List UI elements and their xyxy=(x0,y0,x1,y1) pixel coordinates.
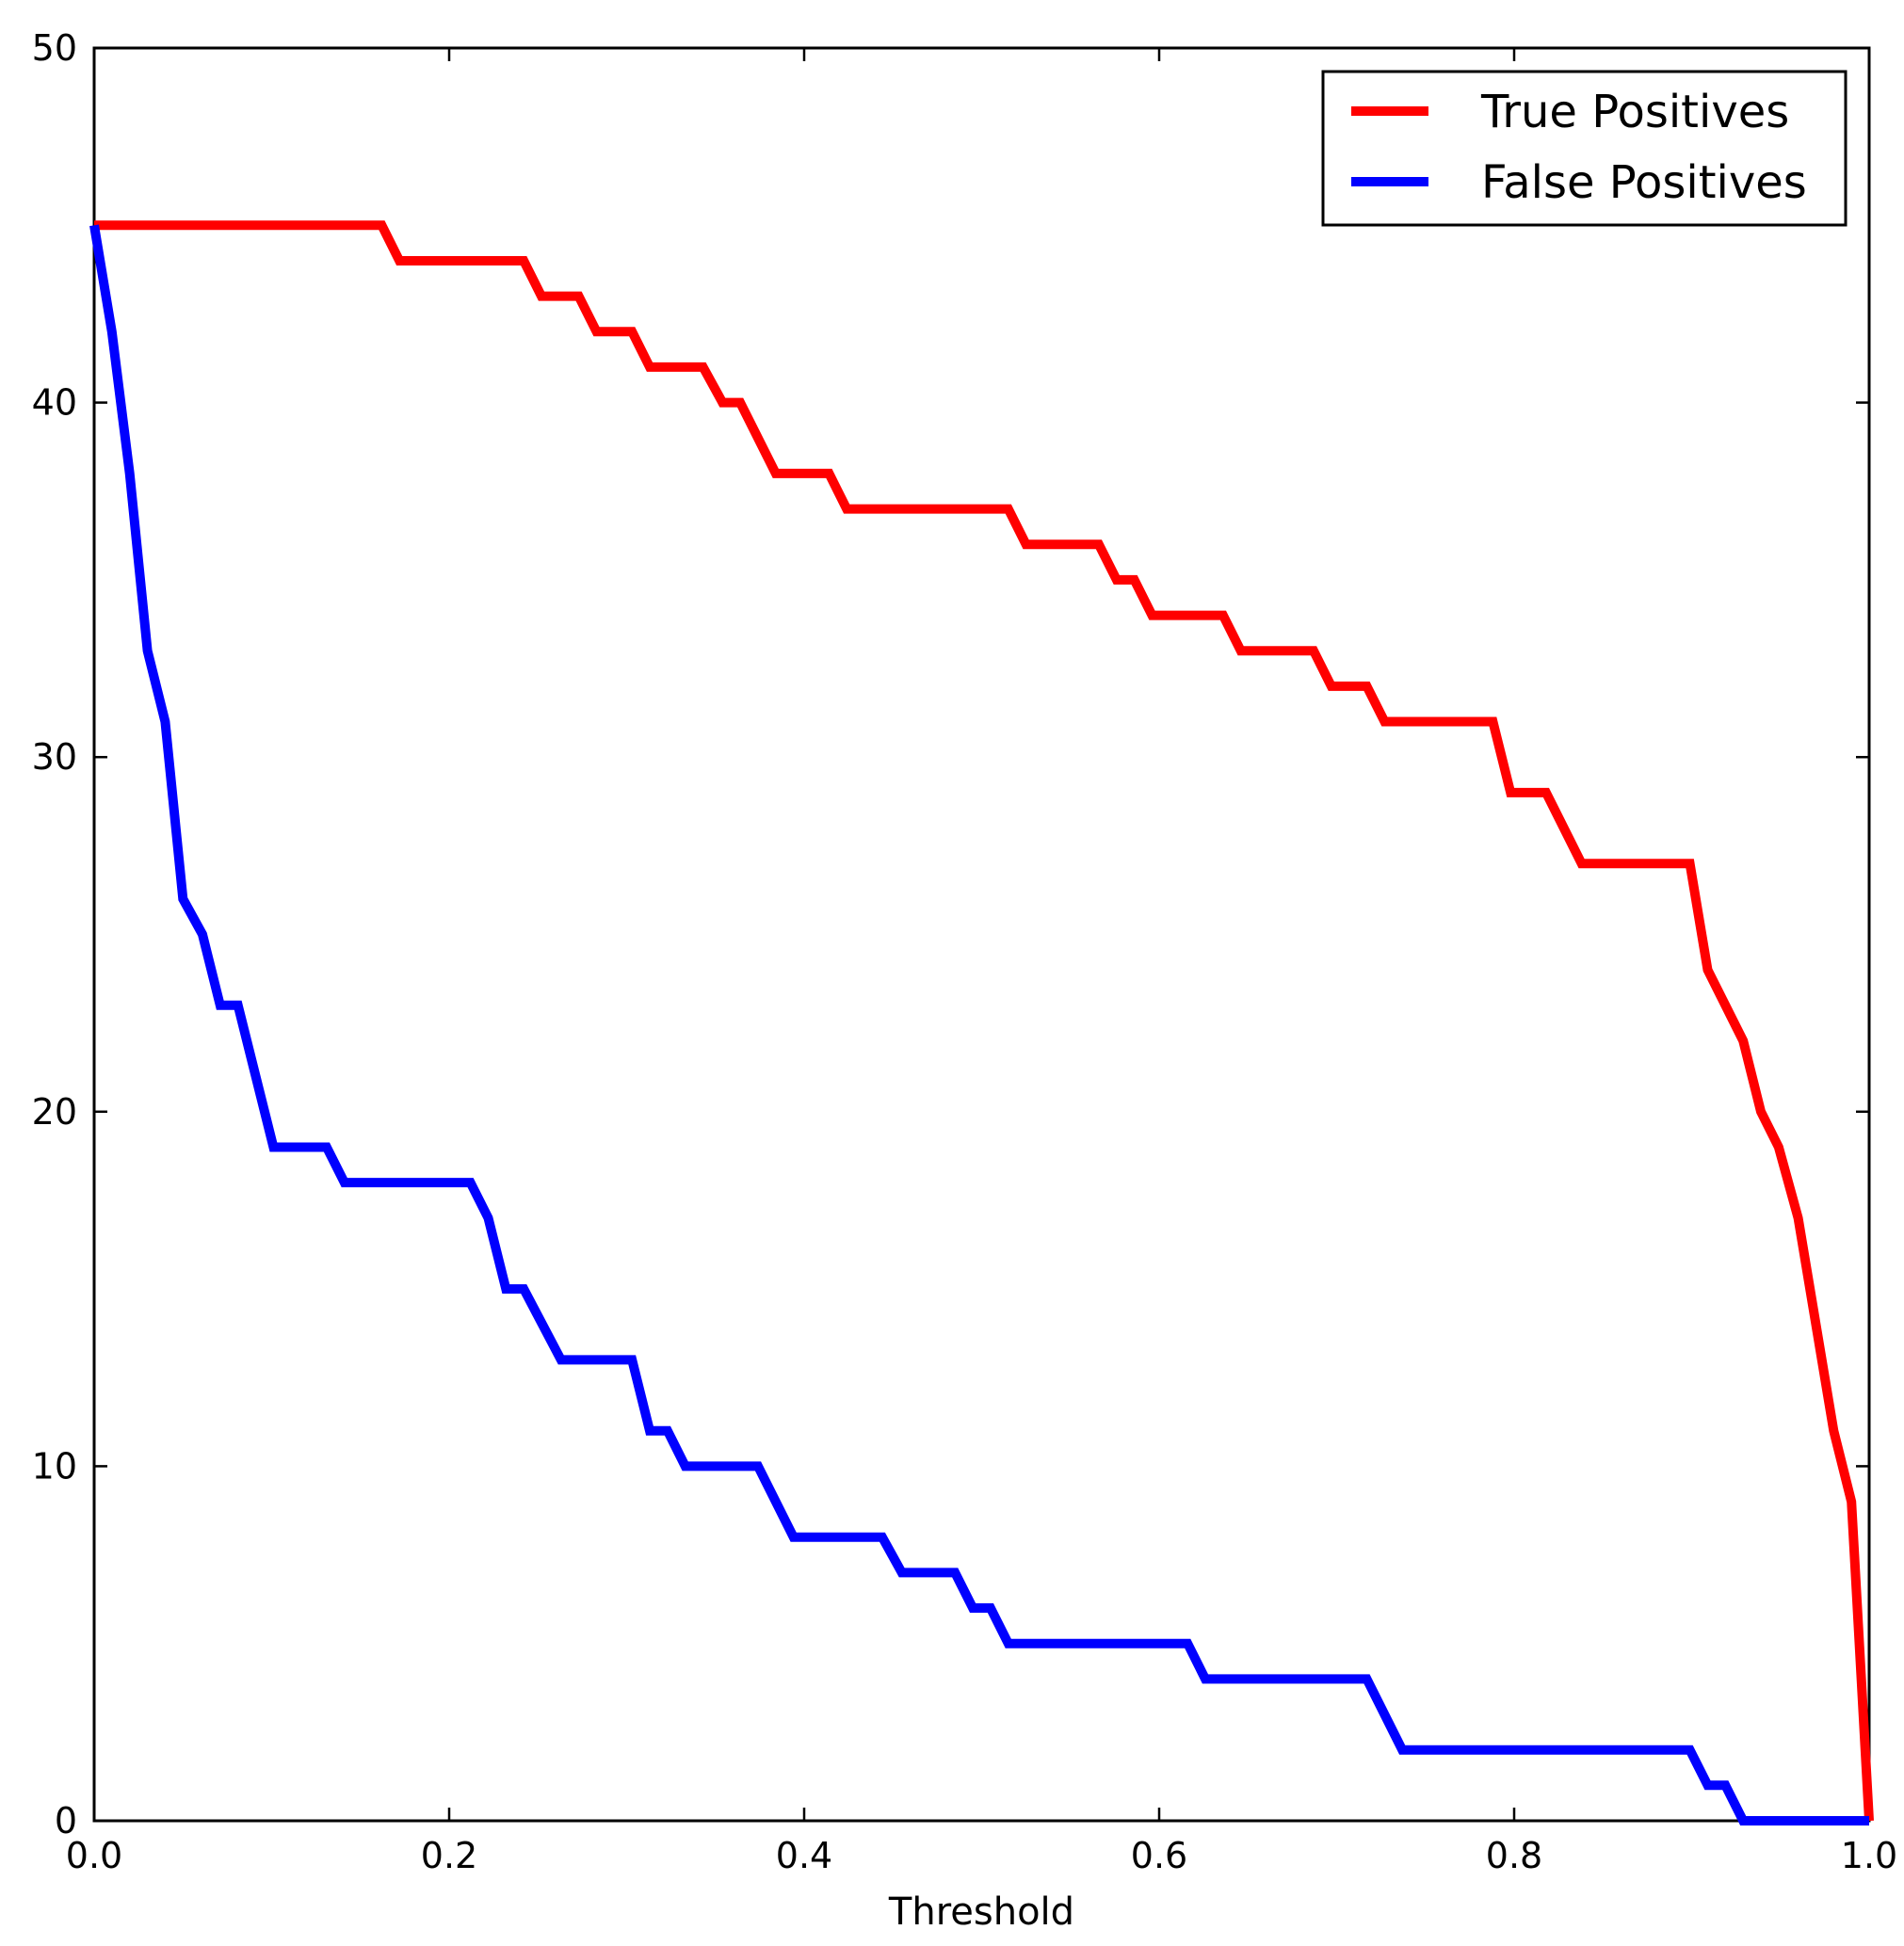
y-tick-labels: 0 10 20 30 40 50 xyxy=(32,27,77,1841)
legend: True Positives False Positives xyxy=(1321,70,1848,227)
y-tick-label: 0 xyxy=(55,1800,77,1841)
x-axis-label: Threshold xyxy=(888,1890,1074,1934)
y-tick-label: 40 xyxy=(32,382,77,424)
series-layer xyxy=(89,220,1874,1825)
legend-label-false-positives: False Positives xyxy=(1481,156,1807,209)
x-tick-label: 0.2 xyxy=(421,1835,477,1876)
y-tick-label: 50 xyxy=(32,27,77,69)
x-tick-label: 1.0 xyxy=(1841,1835,1897,1876)
x-tick-label: 0.0 xyxy=(66,1835,122,1876)
series-line-false-positives xyxy=(89,224,1869,1825)
x-tick-labels: 0.0 0.2 0.4 0.6 0.8 1.0 xyxy=(66,1835,1897,1876)
plot-area xyxy=(92,46,1871,1823)
x-tick-label: 0.8 xyxy=(1486,1835,1542,1876)
plot-frame xyxy=(92,46,1871,1823)
legend-items: True Positives False Positives xyxy=(1351,86,1807,209)
legend-label-true-positives: True Positives xyxy=(1480,86,1789,138)
x-tick-label: 0.6 xyxy=(1131,1835,1187,1876)
x-tick-label: 0.4 xyxy=(776,1835,832,1876)
legend-box xyxy=(1321,70,1848,227)
y-tick-label: 30 xyxy=(32,736,77,778)
series-line-true-positives xyxy=(94,220,1874,1822)
y-tick-label: 10 xyxy=(32,1445,77,1487)
y-tick-label: 20 xyxy=(32,1091,77,1133)
